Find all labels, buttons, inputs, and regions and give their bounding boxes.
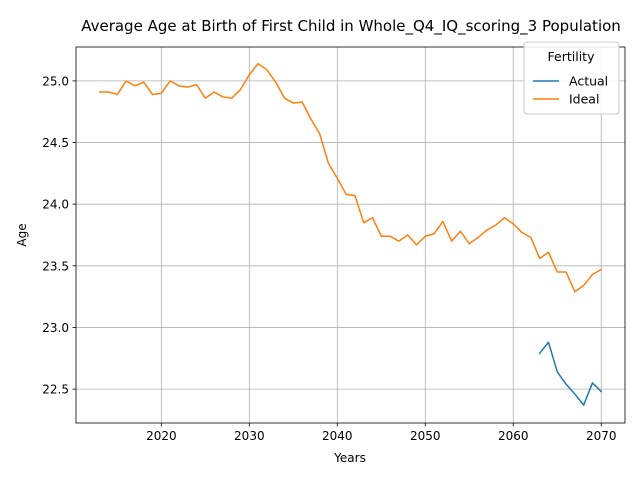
y-tick-label: 25.0 <box>42 74 69 88</box>
y-tick-label: 23.0 <box>42 321 69 335</box>
x-axis-label: Years <box>333 451 366 465</box>
legend-label-actual: Actual <box>569 74 608 89</box>
x-tick-label: 2060 <box>498 429 529 443</box>
y-tick-label: 22.5 <box>42 383 69 397</box>
chart-title: Average Age at Birth of First Child in W… <box>81 17 621 36</box>
series-line-ideal <box>99 62 603 293</box>
x-tick-label: 2050 <box>410 429 441 443</box>
series-line-actual <box>538 341 603 406</box>
y-tick-label: 24.5 <box>42 136 69 150</box>
legend-box <box>523 41 620 115</box>
x-tick-label: 2040 <box>322 429 353 443</box>
x-axis-ticks: 2020 2030 2040 2050 2060 2070 <box>146 423 617 443</box>
y-axis-ticks: 22.5 23.0 23.5 24.0 24.5 25.0 <box>42 74 76 397</box>
legend-label-ideal: Ideal <box>569 92 599 107</box>
grid <box>76 47 625 423</box>
x-tick-label: 2070 <box>586 429 617 443</box>
legend: Fertility Actual Ideal <box>523 41 620 115</box>
x-tick-label: 2030 <box>234 429 265 443</box>
x-tick-label: 2020 <box>146 429 177 443</box>
series-layer <box>99 62 603 406</box>
plot-frame <box>75 46 626 424</box>
y-axis-label: Age <box>15 223 29 246</box>
y-tick-label: 23.5 <box>42 259 69 273</box>
legend-title: Fertility <box>548 49 596 64</box>
y-tick-label: 24.0 <box>42 198 69 212</box>
